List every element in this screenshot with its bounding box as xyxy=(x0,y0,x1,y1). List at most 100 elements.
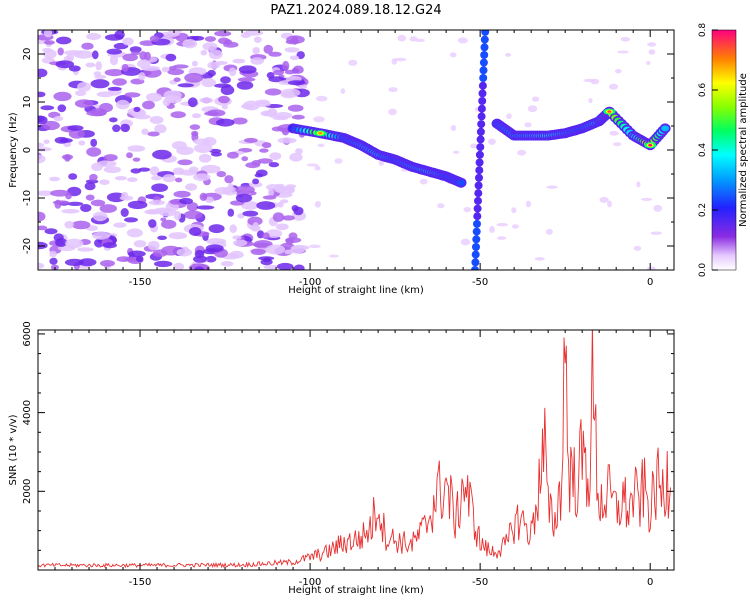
noise-blob xyxy=(75,90,87,97)
noise-blob xyxy=(151,183,169,192)
noise-blob xyxy=(229,250,244,259)
colorbar-tick-label: 0.2 xyxy=(698,203,708,217)
noise-blob xyxy=(147,131,160,137)
signal-vertical xyxy=(478,81,487,90)
noise-blob xyxy=(287,80,306,86)
noise-blob xyxy=(49,176,61,182)
colorbar-ticks: 0.0 0.2 0.4 0.6 0.8 xyxy=(698,23,718,277)
signal-vertical xyxy=(472,243,480,251)
signal-core xyxy=(607,110,612,113)
noise-blob xyxy=(120,123,130,133)
bottom-x-axis-label: Height of straight line (km) xyxy=(288,585,424,596)
noise-blob xyxy=(175,177,183,183)
noise-blob xyxy=(38,262,45,269)
noise-blob xyxy=(127,200,148,210)
noise-blob xyxy=(306,163,319,167)
noise-blob xyxy=(511,224,519,229)
noise-blob xyxy=(470,143,478,149)
noise-blob xyxy=(64,50,83,56)
noise-blob xyxy=(251,160,261,166)
signal-vertical xyxy=(475,150,484,159)
noise-blob xyxy=(223,41,239,48)
noise-blob xyxy=(38,147,52,152)
noise-blob xyxy=(106,48,123,55)
y-tick-label: 2000 xyxy=(22,479,33,504)
noise-blob xyxy=(633,245,642,251)
noise-blob xyxy=(252,47,260,55)
noise-blob xyxy=(38,211,46,222)
signal-vertical xyxy=(480,35,489,44)
noise-blob xyxy=(229,224,237,234)
noise-blob xyxy=(92,50,99,60)
noise-blob xyxy=(185,183,198,191)
noise-blob xyxy=(116,99,130,110)
noise-blob xyxy=(236,81,254,90)
noise-blob xyxy=(505,53,512,57)
noise-blob xyxy=(38,225,48,231)
signal-vertical xyxy=(471,258,480,267)
noise-blob xyxy=(109,117,118,123)
noise-blob xyxy=(252,178,260,185)
noise-blob xyxy=(263,264,280,270)
noise-blob xyxy=(44,228,58,235)
top-y-axis-label: Frequency (Hz) xyxy=(8,112,19,188)
noise-blob xyxy=(269,152,282,161)
noise-blob xyxy=(104,69,125,77)
noise-blob xyxy=(161,219,177,229)
noise-blob xyxy=(165,53,177,62)
signal-vertical xyxy=(476,143,485,152)
noise-blob xyxy=(262,195,277,200)
noise-blob xyxy=(275,223,289,231)
noise-blob xyxy=(92,231,111,240)
noise-blob xyxy=(64,221,74,229)
noise-blob xyxy=(201,78,217,88)
signal-vertical xyxy=(476,127,485,136)
noise-blob xyxy=(137,59,151,69)
noise-blob xyxy=(221,104,228,110)
noise-blob xyxy=(43,139,50,144)
noise-blob xyxy=(253,36,262,43)
noise-blob xyxy=(61,209,80,214)
noise-blob xyxy=(648,49,656,55)
noise-blob xyxy=(240,201,259,210)
noise-blob xyxy=(232,117,248,125)
bottom-plot-frame xyxy=(37,329,675,571)
noise-blob xyxy=(147,240,160,251)
noise-blob xyxy=(248,181,263,188)
noise-blob xyxy=(262,232,270,240)
noise-blob xyxy=(135,255,144,263)
noise-blob xyxy=(50,189,70,197)
noise-blob xyxy=(276,262,294,270)
noise-blob xyxy=(257,158,273,164)
noise-blob xyxy=(506,113,512,119)
noise-blob xyxy=(272,212,285,223)
noise-blob xyxy=(148,219,157,228)
noise-blob xyxy=(409,36,418,42)
noise-blob xyxy=(636,181,641,188)
noise-blob xyxy=(102,242,117,249)
noise-blob xyxy=(647,42,657,47)
noise-blob xyxy=(187,97,198,108)
x-tick-label: -50 xyxy=(472,577,488,588)
noise-blob xyxy=(198,153,212,163)
noise-blob xyxy=(109,55,119,66)
noise-blob xyxy=(193,173,211,182)
noise-blob xyxy=(264,88,282,96)
noise-blob xyxy=(260,110,278,117)
noise-blob xyxy=(142,100,155,110)
noise-blob xyxy=(177,83,195,88)
noise-blob xyxy=(211,151,222,157)
noise-blob xyxy=(132,157,141,162)
noise-blob xyxy=(216,171,227,178)
noise-blob xyxy=(298,84,307,90)
noise-blob xyxy=(647,266,656,270)
noise-blob xyxy=(100,260,115,267)
noise-blob xyxy=(218,95,230,104)
noise-blob xyxy=(161,245,181,256)
noise-blob xyxy=(295,148,303,155)
noise-blob xyxy=(268,187,274,198)
noise-blob xyxy=(620,37,631,42)
noise-blob xyxy=(78,140,86,146)
